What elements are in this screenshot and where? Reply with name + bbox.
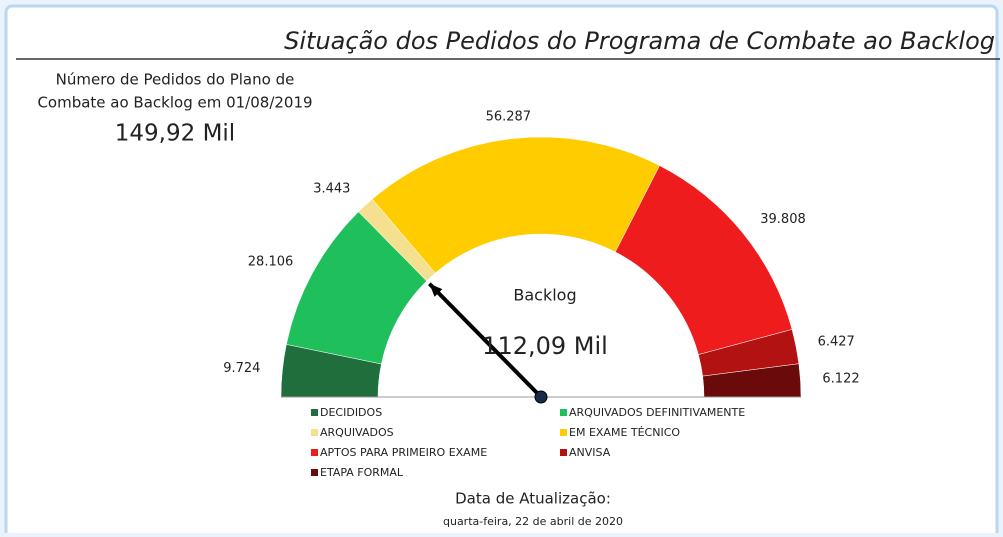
legend-swatch: [560, 449, 567, 456]
panel: [4, 4, 999, 537]
data-label: 56.287: [486, 109, 532, 124]
page-title: Situação dos Pedidos do Programa de Comb…: [284, 27, 995, 55]
data-label: 9.724: [223, 361, 260, 376]
legend-label: APTOS PARA PRIMEIRO EXAME: [320, 446, 487, 459]
needle: [427, 282, 543, 399]
footer-date: quarta-feira, 22 de abril de 2020: [443, 515, 623, 528]
kpi-label: Combate ao Backlog em 01/08/2019: [37, 94, 312, 112]
legend-label: EM EXAME TÉCNICO: [569, 426, 680, 439]
legend-swatch: [311, 449, 318, 456]
kpi-value: 149,92 Mil: [115, 121, 235, 147]
center-value: 112,09 Mil: [482, 332, 608, 360]
data-label: 6.122: [822, 371, 859, 386]
legend-label: ETAPA FORMAL: [320, 466, 404, 479]
legend-label: DECIDIDOS: [320, 406, 382, 419]
data-label: 39.808: [760, 212, 806, 227]
needle-hub: [534, 390, 548, 404]
data-label: 28.106: [248, 255, 294, 270]
center-label: Backlog: [513, 286, 576, 305]
legend-swatch: [560, 409, 567, 416]
footer-label: Data de Atualização:: [455, 490, 611, 508]
legend-swatch: [311, 429, 318, 436]
needle-head: [429, 283, 443, 297]
kpi-label: Número de Pedidos do Plano de: [56, 71, 295, 89]
legend-label: ANVISA: [569, 446, 611, 459]
legend-swatch: [560, 429, 567, 436]
legend-label: ARQUIVADOS: [320, 426, 394, 439]
legend-swatch: [311, 469, 318, 476]
legend-swatch: [311, 409, 318, 416]
legend-label: ARQUIVADOS DEFINITIVAMENTE: [569, 406, 745, 419]
data-label: 3.443: [313, 182, 350, 197]
gauge-segment: [371, 136, 660, 274]
data-label: 6.427: [818, 335, 855, 350]
